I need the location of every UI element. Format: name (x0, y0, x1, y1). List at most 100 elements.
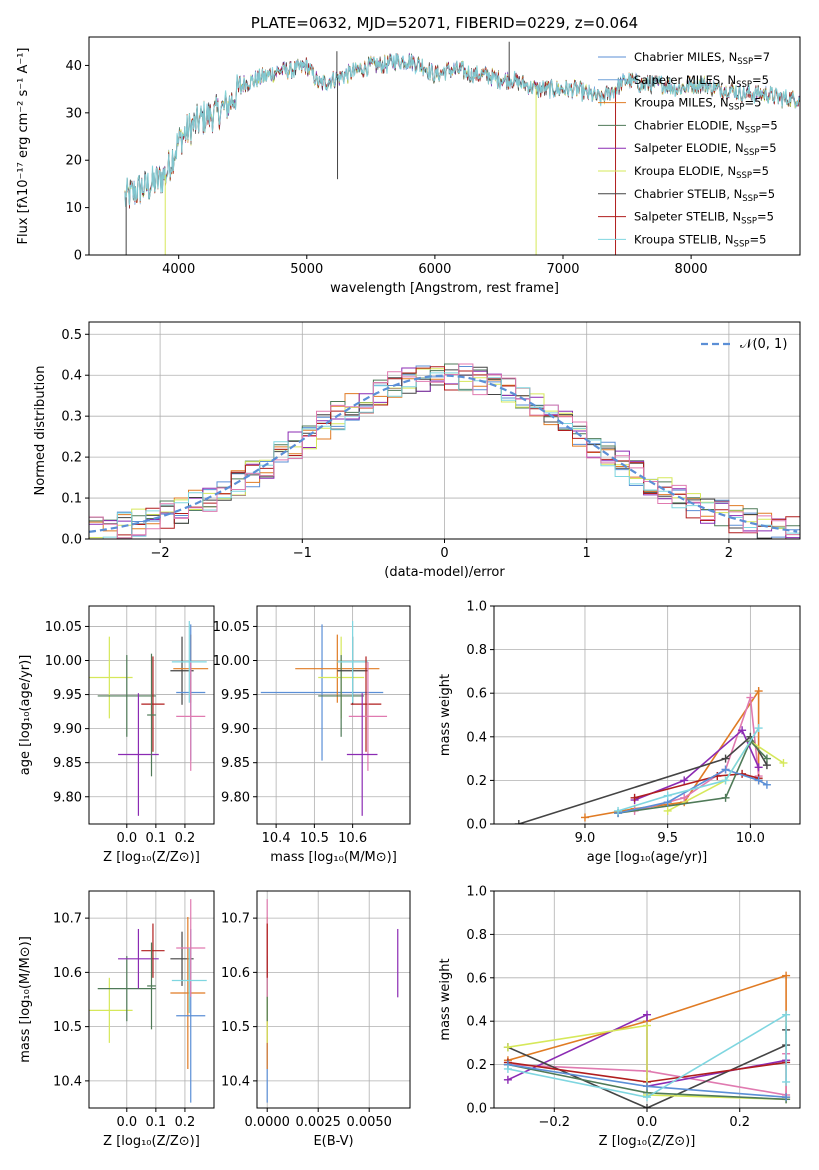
plot-area-weight_vs_z (494, 891, 800, 1108)
x-axis-label: Z [log₁₀(Z/Z⊙)] (599, 1134, 696, 1149)
legend-entry: Salpeter MILES, NSSP=5 (634, 73, 769, 90)
panel-weight_vs_z: −0.2 0.0 0.2 0.0 0.2 0.4 0.6 0.8 1.0 Z [log₁₀(Z/Z… (438, 885, 801, 1149)
y-tick-label: 10.05 (45, 620, 82, 635)
plot-area-mass_vs_z (89, 891, 214, 1108)
error-bar (171, 620, 207, 703)
y-tick-label: 9.90 (53, 722, 82, 737)
panel-age_vs_z: 0.0 0.1 0.2 9.80 9.85 9.90 9.95 10.00 10.05 Z [lo… (18, 605, 215, 865)
error-bar (147, 653, 156, 777)
x-tick-label: 5000 (290, 262, 323, 277)
error-bar (141, 923, 165, 978)
plus-marker (779, 758, 788, 767)
legend-suffix: =5 (758, 187, 775, 201)
legend-subscript: SSP (742, 194, 758, 204)
y-tick-label: 10.4 (221, 1074, 250, 1089)
legend-entry: Chabrier STELIB, NSSP=5 (634, 187, 775, 204)
plus-marker (680, 776, 689, 785)
y-axis-label: Normed distribution (33, 366, 48, 496)
plus-marker (643, 1104, 651, 1108)
y-tick-label: 20 (65, 154, 82, 169)
y-tick-label: 0.8 (466, 928, 487, 943)
histogram-step (89, 363, 800, 539)
x-axis-label: Z [log₁₀(Z/Z⊙)] (103, 850, 200, 865)
legend-suffix: =5 (749, 232, 766, 246)
y-tick-label: 10.6 (221, 966, 250, 981)
weight-line (507, 1013, 787, 1099)
panel-age_vs_mass: 10.4 10.5 10.6 9.80 9.85 9.90 9.95 10.00 10.05 ma… (213, 605, 411, 865)
plus-marker (503, 1075, 512, 1084)
plus-marker (663, 791, 672, 800)
y-tick-label: 10.00 (45, 654, 82, 669)
plus-marker (754, 724, 763, 733)
error-bar (337, 620, 368, 703)
error-bar (171, 947, 207, 1014)
error-bar (346, 693, 378, 816)
x-tick-label: −2 (151, 546, 170, 561)
x-tick-label: 0.0025 (295, 1115, 341, 1130)
plus-marker (630, 793, 639, 802)
legend-name: Chabrier MILES, N (634, 50, 737, 64)
y-tick-label: 0.4 (466, 730, 487, 745)
y-tick-label: 9.85 (53, 756, 82, 771)
legend-entry: Kroupa MILES, NSSP=5 (634, 96, 761, 113)
axes-frame (88, 321, 801, 540)
y-tick-label: 0.6 (466, 687, 487, 702)
y-axis-label: mass weight (438, 674, 453, 756)
y-tick-label: 10.7 (221, 912, 250, 927)
y-tick-label: 0.5 (61, 328, 82, 343)
plus-marker (782, 971, 791, 980)
legend-subscript: SSP (736, 80, 752, 90)
panel-weight_vs_age: 9.0 9.5 10.0 0.0 0.2 0.4 0.6 0.8 1.0 age [log₁₀(a… (438, 600, 801, 865)
axes-frame (256, 890, 411, 1109)
legend-name: Salpeter MILES, N (634, 73, 736, 87)
gaussian-curve (89, 374, 798, 533)
error-bar (176, 661, 206, 771)
y-tick-label: 40 (65, 59, 82, 74)
y-tick-label: 10.6 (53, 966, 82, 981)
legend-subscript: SSP (736, 171, 752, 181)
legend-suffix: =7 (753, 50, 770, 64)
x-tick-label: 0.0 (116, 831, 137, 846)
plus-marker (680, 793, 689, 802)
x-tick-label: 9.5 (657, 831, 678, 846)
weight-line (617, 727, 760, 812)
weight-line (617, 739, 768, 814)
axes-frame (493, 890, 801, 1109)
x-tick-label: 0.2 (175, 831, 196, 846)
legend-suffix: =5 (761, 118, 778, 132)
x-tick-label: 0 (440, 546, 448, 561)
panel-spectrum: 4000 5000 6000 7000 8000 0 10 20 30 40 wavelength … (16, 14, 801, 296)
x-tick-label: 0.1 (146, 1115, 167, 1130)
y-tick-label: 0.0 (466, 1102, 487, 1117)
legend-subscript: SSP (744, 148, 760, 158)
x-tick-label: 0.0 (637, 1115, 658, 1130)
x-tick-label: 10.5 (300, 831, 329, 846)
plus-marker (643, 1021, 651, 1030)
legend-subscript: SSP (741, 217, 757, 227)
plus-marker (614, 806, 623, 815)
legend-entry: 𝒩(0, 1) (740, 337, 787, 352)
error-bar (141, 656, 165, 752)
y-tick-label: 0.3 (61, 410, 82, 425)
x-tick-label: −1 (293, 546, 312, 561)
plus-marker (643, 1010, 651, 1019)
x-tick-label: 0.0 (116, 1115, 137, 1130)
x-tick-label: 9.0 (575, 831, 596, 846)
y-tick-label: 9.90 (221, 722, 250, 737)
plus-marker (762, 754, 771, 763)
x-axis-label: (data-model)/error (384, 565, 505, 580)
weight-line (634, 728, 760, 801)
x-axis-label: age [log₁₀(age/yr)] (587, 850, 708, 865)
x-tick-label: 10.0 (736, 831, 765, 846)
plot-area-residuals (89, 322, 800, 539)
histogram-step (89, 372, 800, 539)
plus-marker (663, 806, 672, 815)
x-tick-label: 8000 (675, 262, 708, 277)
legend-subscript: SSP (745, 125, 761, 135)
axes-frame (88, 36, 801, 256)
legend: 𝒩(0, 1) (701, 337, 787, 352)
y-axis-label: mass weight (438, 958, 453, 1040)
plus-marker (721, 776, 730, 785)
plot-area-spectrum (124, 41, 800, 255)
plus-marker (580, 813, 589, 822)
